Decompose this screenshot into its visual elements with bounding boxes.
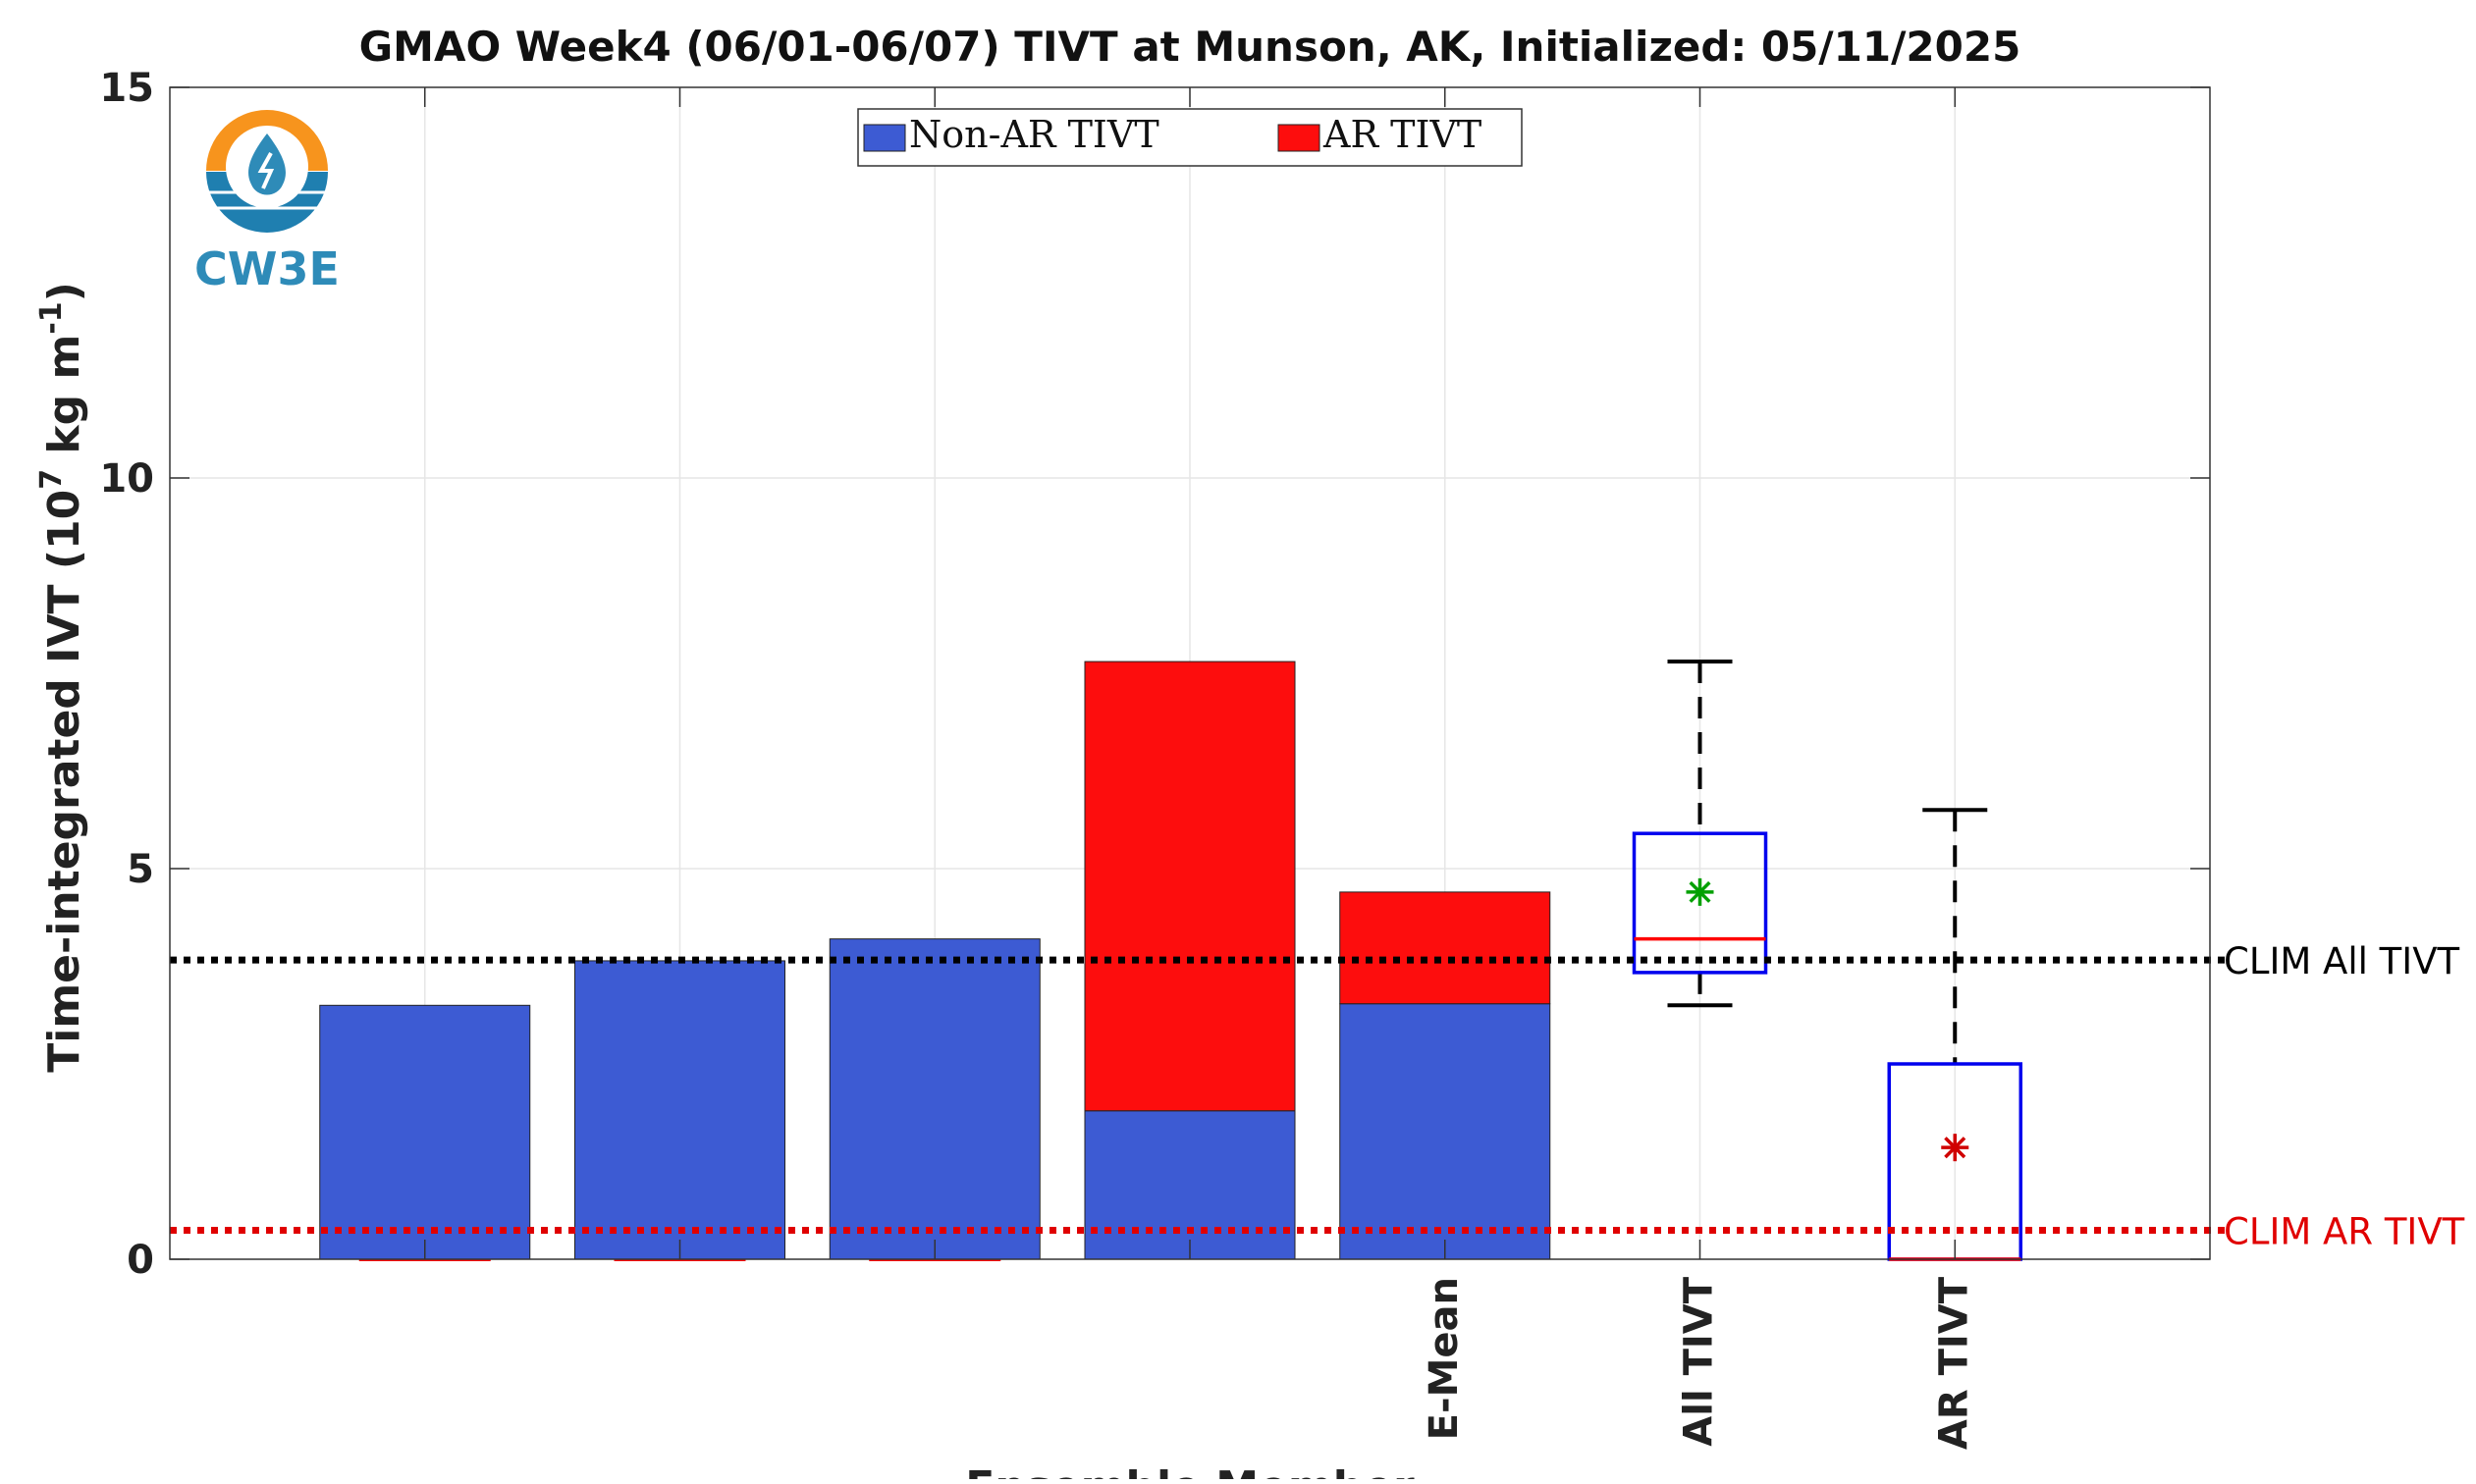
legend-label-ar: AR TIVT bbox=[1322, 113, 1481, 156]
y-axis-label: Time-integrated IVT (107 kg m-1) bbox=[34, 282, 89, 1073]
x-tick-label: All TIVT bbox=[1677, 1276, 1722, 1446]
y-axis-label-main: Time-integrated IVT (10 bbox=[39, 490, 89, 1073]
y-tick-label: 15 bbox=[99, 66, 154, 111]
cw3e-logo: CW3E bbox=[194, 110, 340, 295]
logo-bolt-icon bbox=[257, 152, 275, 189]
legend-swatch-non-ar bbox=[863, 124, 906, 152]
bar-non-ar bbox=[574, 960, 785, 1260]
reference-lines: CLIM All TIVT CLIM AR TIVT bbox=[170, 940, 2465, 1253]
bar-non-ar bbox=[829, 938, 1041, 1260]
y-axis-label-close: ) bbox=[39, 282, 89, 301]
boxplot-box bbox=[1632, 831, 1768, 975]
y-tick-label: 5 bbox=[127, 847, 154, 892]
bar-non-ar bbox=[1084, 1110, 1296, 1260]
legend: Non-AR TIVT AR TIVT bbox=[857, 108, 1523, 167]
boxplot-mean-marker bbox=[1686, 877, 1714, 906]
bar-ar bbox=[1339, 891, 1551, 1005]
legend-box bbox=[857, 108, 1523, 167]
reference-line-label: CLIM All TIVT bbox=[2224, 940, 2460, 982]
bars bbox=[319, 661, 1551, 1261]
y-axis-label-unit: kg m bbox=[39, 335, 89, 469]
legend-label-non-ar: Non-AR TIVT bbox=[909, 113, 1159, 156]
chart-title: GMAO Week4 (06/01-06/07) TIVT at Munson,… bbox=[359, 23, 2021, 71]
axis-ticks: 0 5 10 15 E-Mean All TIVT AR TIVT bbox=[99, 66, 2210, 1450]
y-axis-label-unit-exponent: -1 bbox=[34, 301, 69, 334]
x-tick-label: E-Mean bbox=[1422, 1277, 1467, 1440]
legend-swatch-ar bbox=[1277, 124, 1320, 152]
bar-non-ar bbox=[1339, 1003, 1551, 1260]
x-axis-label: Ensemble Member bbox=[965, 1462, 1415, 1479]
bar-ar bbox=[1084, 661, 1296, 1112]
mean-marker-stroke bbox=[1944, 1137, 1966, 1159]
y-tick-label: 10 bbox=[99, 456, 154, 502]
bar-non-ar bbox=[319, 1004, 531, 1260]
reference-line-label: CLIM AR TIVT bbox=[2224, 1211, 2465, 1253]
logo-text: CW3E bbox=[194, 242, 340, 295]
y-tick-label: 0 bbox=[127, 1238, 154, 1283]
x-tick-label: AR TIVT bbox=[1931, 1276, 1976, 1450]
boxplot-mean-marker bbox=[1941, 1134, 1969, 1162]
boxplots bbox=[1632, 660, 2022, 1261]
y-axis-label-exponent: 7 bbox=[34, 469, 69, 490]
mean-marker-stroke bbox=[1689, 880, 1711, 903]
